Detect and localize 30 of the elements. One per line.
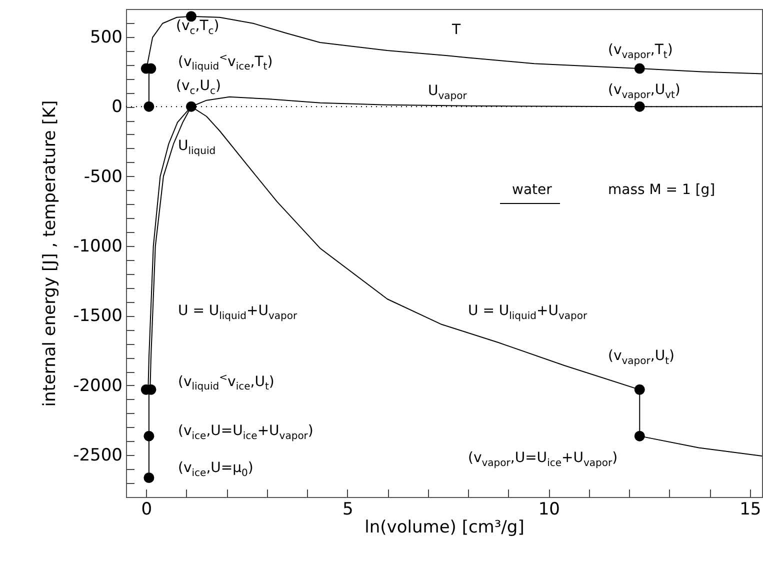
annotation: (v$_{vapor}$,U$_{vt}$) [608, 82, 680, 101]
x-tick-label: 5 [342, 500, 354, 520]
annotation: (v$_{c}$,U$_{c}$) [176, 78, 221, 97]
x-tick-label: 0 [141, 500, 152, 520]
y-tick-label: 500 [90, 27, 122, 48]
y-tick-label: -1000 [73, 236, 122, 257]
x-axis-title: ln(volume) [cm³/g] [364, 518, 524, 538]
x-tick-label: 15 [740, 500, 762, 520]
annotation: T [452, 22, 461, 38]
annotation: (v$_{vapor}$,U$_{t}$) [608, 348, 674, 367]
annotation: (v$_{liquid}$$^{<}$v$_{ice}$,U$_{t}$) [178, 372, 274, 393]
annotation: (v$_{ice}$,U=μ$_{0}$) [178, 460, 254, 479]
annotation: U = U$_{liquid}$+U$_{vapor}$ [468, 303, 588, 322]
annotation: (v$_{liquid}$$^{<}$v$_{ice}$,T$_{t}$) [178, 52, 273, 73]
annotation: (v$_{ice}$,U=U$_{ice}$+U$_{vapor}$) [178, 423, 314, 442]
x-tick-label: 10 [538, 500, 560, 520]
annotation: water [512, 182, 552, 198]
y-tick-label: -500 [84, 166, 122, 187]
annotation: (v$_{vapor}$,T$_{t}$) [608, 42, 673, 61]
annotation: U$_{vapor}$ [428, 83, 467, 102]
annotation: mass M = 1 [g] [608, 182, 716, 198]
y-tick-label: -2000 [73, 376, 122, 396]
y-axis-title: internal energy [J] , temperature [K] [40, 100, 60, 407]
y-tick-label: -2500 [73, 446, 122, 466]
annotation: U = U$_{liquid}$+U$_{vapor}$ [178, 303, 298, 322]
annotation: (v$_{vapor}$,U=U$_{ice}$+U$_{vapor}$) [468, 450, 618, 469]
annotation: (v$_{c}$,T$_{c}$) [176, 18, 220, 37]
annotation: U$_{liquid}$ [178, 138, 216, 157]
y-tick-label: -1500 [73, 306, 122, 326]
y-tick-label: 0 [112, 97, 122, 118]
